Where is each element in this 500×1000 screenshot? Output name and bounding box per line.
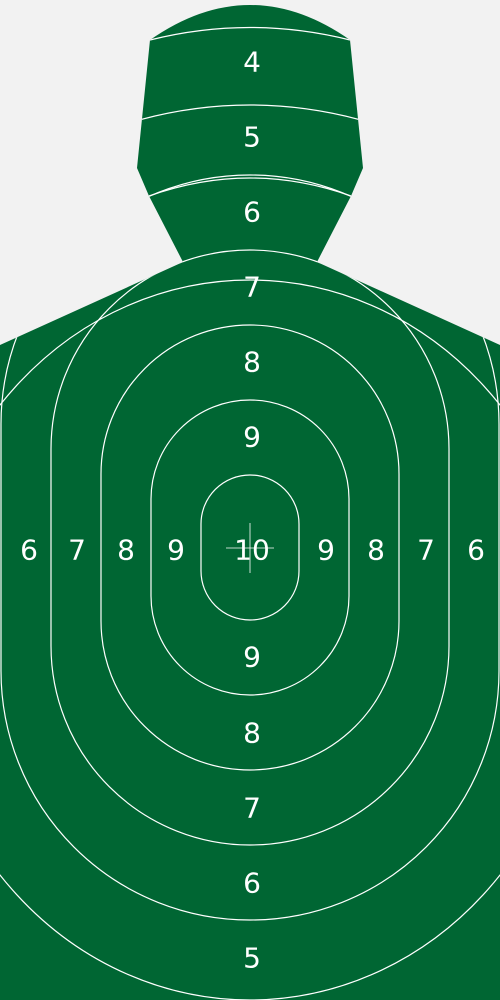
ring-7: [50, 249, 450, 846]
torso-score-label-left: 6: [20, 534, 38, 567]
head-score-label: 4: [243, 46, 261, 79]
torso-score-label-bottom: 5: [243, 942, 261, 975]
torso-score-label-left: 8: [117, 534, 135, 567]
head-ring-line-2: [138, 104, 362, 121]
torso-score-label-left: 7: [68, 534, 86, 567]
torso-score-label-top: 9: [243, 421, 261, 454]
torso-score-label-right: 6: [467, 534, 485, 567]
crosshair-icon: [226, 523, 274, 573]
center-score-label: 10: [234, 534, 270, 567]
silhouette-shape: [0, 5, 500, 1000]
torso-score-label-top: 7: [243, 271, 261, 304]
ring-8: [100, 324, 400, 771]
torso-score-label-top: 8: [243, 346, 261, 379]
torso-score-label-left: 9: [167, 534, 185, 567]
ring-10: [200, 474, 300, 621]
torso-score-label-bottom: 8: [243, 717, 261, 750]
torso-score-label-right: 7: [417, 534, 435, 567]
ring-6: [0, 174, 500, 921]
head-score-label: 5: [243, 121, 261, 154]
torso-score-label-right: 8: [367, 534, 385, 567]
head-score-label: 6: [243, 196, 261, 229]
torso-score-label-bottom: 7: [243, 792, 261, 825]
torso-score-label-right: 9: [317, 534, 335, 567]
torso-score-label-bottom: 6: [243, 867, 261, 900]
head-ring-line-1: [149, 26, 351, 41]
ring-5: [0, 279, 500, 1000]
torso-score-label-bottom: 9: [243, 641, 261, 674]
ring-9: [150, 399, 350, 696]
head-ring-line-3: [148, 177, 352, 197]
